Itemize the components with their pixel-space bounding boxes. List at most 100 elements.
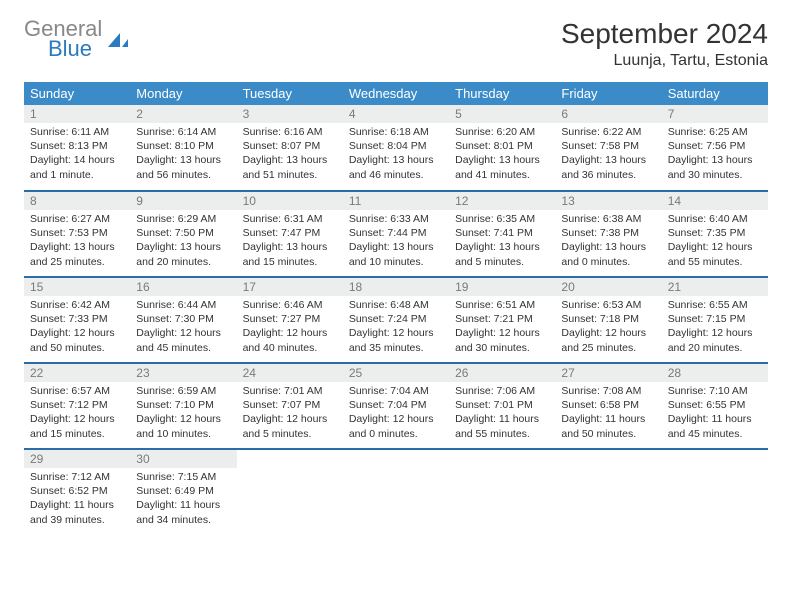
weekday-header: Saturday (662, 82, 768, 105)
day-number: 24 (237, 364, 343, 382)
calendar-body: 1Sunrise: 6:11 AMSunset: 8:13 PMDaylight… (24, 105, 768, 535)
calendar-cell: 3Sunrise: 6:16 AMSunset: 8:07 PMDaylight… (237, 105, 343, 191)
day-number: 23 (130, 364, 236, 382)
calendar-cell: 21Sunrise: 6:55 AMSunset: 7:15 PMDayligh… (662, 277, 768, 363)
day-number: 14 (662, 192, 768, 210)
calendar-cell: 30Sunrise: 7:15 AMSunset: 6:49 PMDayligh… (130, 449, 236, 535)
day-number: 13 (555, 192, 661, 210)
day-details: Sunrise: 6:16 AMSunset: 8:07 PMDaylight:… (237, 123, 343, 186)
day-number: 9 (130, 192, 236, 210)
calendar-cell (662, 449, 768, 535)
day-details: Sunrise: 6:40 AMSunset: 7:35 PMDaylight:… (662, 210, 768, 273)
calendar-cell (449, 449, 555, 535)
day-number: 11 (343, 192, 449, 210)
day-details: Sunrise: 6:44 AMSunset: 7:30 PMDaylight:… (130, 296, 236, 359)
calendar-cell: 7Sunrise: 6:25 AMSunset: 7:56 PMDaylight… (662, 105, 768, 191)
day-number: 29 (24, 450, 130, 468)
day-details: Sunrise: 6:18 AMSunset: 8:04 PMDaylight:… (343, 123, 449, 186)
calendar-cell: 11Sunrise: 6:33 AMSunset: 7:44 PMDayligh… (343, 191, 449, 277)
weekday-header: Sunday (24, 82, 130, 105)
calendar-cell: 8Sunrise: 6:27 AMSunset: 7:53 PMDaylight… (24, 191, 130, 277)
header: General Blue September 2024 Luunja, Tart… (24, 18, 768, 70)
calendar-head: SundayMondayTuesdayWednesdayThursdayFrid… (24, 82, 768, 105)
calendar-table: SundayMondayTuesdayWednesdayThursdayFrid… (24, 82, 768, 535)
day-number: 26 (449, 364, 555, 382)
calendar-cell: 24Sunrise: 7:01 AMSunset: 7:07 PMDayligh… (237, 363, 343, 449)
day-number: 3 (237, 105, 343, 123)
calendar-cell: 23Sunrise: 6:59 AMSunset: 7:10 PMDayligh… (130, 363, 236, 449)
calendar-cell: 17Sunrise: 6:46 AMSunset: 7:27 PMDayligh… (237, 277, 343, 363)
calendar-cell: 13Sunrise: 6:38 AMSunset: 7:38 PMDayligh… (555, 191, 661, 277)
day-details: Sunrise: 6:46 AMSunset: 7:27 PMDaylight:… (237, 296, 343, 359)
calendar-cell: 1Sunrise: 6:11 AMSunset: 8:13 PMDaylight… (24, 105, 130, 191)
day-details: Sunrise: 6:29 AMSunset: 7:50 PMDaylight:… (130, 210, 236, 273)
day-details: Sunrise: 7:12 AMSunset: 6:52 PMDaylight:… (24, 468, 130, 531)
calendar-cell: 22Sunrise: 6:57 AMSunset: 7:12 PMDayligh… (24, 363, 130, 449)
day-details: Sunrise: 7:10 AMSunset: 6:55 PMDaylight:… (662, 382, 768, 445)
day-details: Sunrise: 6:42 AMSunset: 7:33 PMDaylight:… (24, 296, 130, 359)
calendar-cell: 2Sunrise: 6:14 AMSunset: 8:10 PMDaylight… (130, 105, 236, 191)
logo-text: General Blue (24, 18, 102, 60)
day-details: Sunrise: 6:57 AMSunset: 7:12 PMDaylight:… (24, 382, 130, 445)
day-number: 2 (130, 105, 236, 123)
calendar-cell: 9Sunrise: 6:29 AMSunset: 7:50 PMDaylight… (130, 191, 236, 277)
calendar-cell: 20Sunrise: 6:53 AMSunset: 7:18 PMDayligh… (555, 277, 661, 363)
day-details: Sunrise: 7:08 AMSunset: 6:58 PMDaylight:… (555, 382, 661, 445)
day-details: Sunrise: 6:55 AMSunset: 7:15 PMDaylight:… (662, 296, 768, 359)
day-number: 8 (24, 192, 130, 210)
logo-text-blue: Blue (48, 38, 102, 60)
day-number: 1 (24, 105, 130, 123)
day-number: 4 (343, 105, 449, 123)
day-number: 15 (24, 278, 130, 296)
calendar-cell: 14Sunrise: 6:40 AMSunset: 7:35 PMDayligh… (662, 191, 768, 277)
calendar-cell: 26Sunrise: 7:06 AMSunset: 7:01 PMDayligh… (449, 363, 555, 449)
day-details: Sunrise: 6:51 AMSunset: 7:21 PMDaylight:… (449, 296, 555, 359)
day-number: 21 (662, 278, 768, 296)
calendar-cell: 27Sunrise: 7:08 AMSunset: 6:58 PMDayligh… (555, 363, 661, 449)
day-number: 28 (662, 364, 768, 382)
day-number: 30 (130, 450, 236, 468)
logo-sail-icon (106, 31, 130, 49)
calendar-cell: 16Sunrise: 6:44 AMSunset: 7:30 PMDayligh… (130, 277, 236, 363)
weekday-header: Tuesday (237, 82, 343, 105)
calendar-cell (343, 449, 449, 535)
calendar-cell: 12Sunrise: 6:35 AMSunset: 7:41 PMDayligh… (449, 191, 555, 277)
day-details: Sunrise: 6:59 AMSunset: 7:10 PMDaylight:… (130, 382, 236, 445)
day-number: 25 (343, 364, 449, 382)
day-details: Sunrise: 6:22 AMSunset: 7:58 PMDaylight:… (555, 123, 661, 186)
location-text: Luunja, Tartu, Estonia (561, 52, 768, 70)
logo: General Blue (24, 18, 130, 60)
day-details: Sunrise: 6:33 AMSunset: 7:44 PMDaylight:… (343, 210, 449, 273)
weekday-header: Thursday (449, 82, 555, 105)
day-details: Sunrise: 6:53 AMSunset: 7:18 PMDaylight:… (555, 296, 661, 359)
day-details: Sunrise: 6:25 AMSunset: 7:56 PMDaylight:… (662, 123, 768, 186)
calendar-cell: 28Sunrise: 7:10 AMSunset: 6:55 PMDayligh… (662, 363, 768, 449)
weekday-header: Monday (130, 82, 236, 105)
calendar-cell: 19Sunrise: 6:51 AMSunset: 7:21 PMDayligh… (449, 277, 555, 363)
day-number: 5 (449, 105, 555, 123)
day-number: 22 (24, 364, 130, 382)
day-number: 27 (555, 364, 661, 382)
day-number: 19 (449, 278, 555, 296)
calendar-cell: 29Sunrise: 7:12 AMSunset: 6:52 PMDayligh… (24, 449, 130, 535)
day-number: 6 (555, 105, 661, 123)
calendar-cell (555, 449, 661, 535)
day-details: Sunrise: 7:06 AMSunset: 7:01 PMDaylight:… (449, 382, 555, 445)
day-number: 10 (237, 192, 343, 210)
day-details: Sunrise: 6:31 AMSunset: 7:47 PMDaylight:… (237, 210, 343, 273)
day-number: 7 (662, 105, 768, 123)
calendar-cell: 18Sunrise: 6:48 AMSunset: 7:24 PMDayligh… (343, 277, 449, 363)
day-details: Sunrise: 6:35 AMSunset: 7:41 PMDaylight:… (449, 210, 555, 273)
day-details: Sunrise: 6:48 AMSunset: 7:24 PMDaylight:… (343, 296, 449, 359)
day-details: Sunrise: 6:11 AMSunset: 8:13 PMDaylight:… (24, 123, 130, 186)
day-number: 12 (449, 192, 555, 210)
day-details: Sunrise: 7:04 AMSunset: 7:04 PMDaylight:… (343, 382, 449, 445)
day-details: Sunrise: 6:14 AMSunset: 8:10 PMDaylight:… (130, 123, 236, 186)
title-block: September 2024 Luunja, Tartu, Estonia (561, 18, 768, 70)
calendar-cell: 4Sunrise: 6:18 AMSunset: 8:04 PMDaylight… (343, 105, 449, 191)
day-number: 20 (555, 278, 661, 296)
day-details: Sunrise: 6:27 AMSunset: 7:53 PMDaylight:… (24, 210, 130, 273)
day-details: Sunrise: 7:01 AMSunset: 7:07 PMDaylight:… (237, 382, 343, 445)
day-details: Sunrise: 7:15 AMSunset: 6:49 PMDaylight:… (130, 468, 236, 531)
weekday-header: Friday (555, 82, 661, 105)
